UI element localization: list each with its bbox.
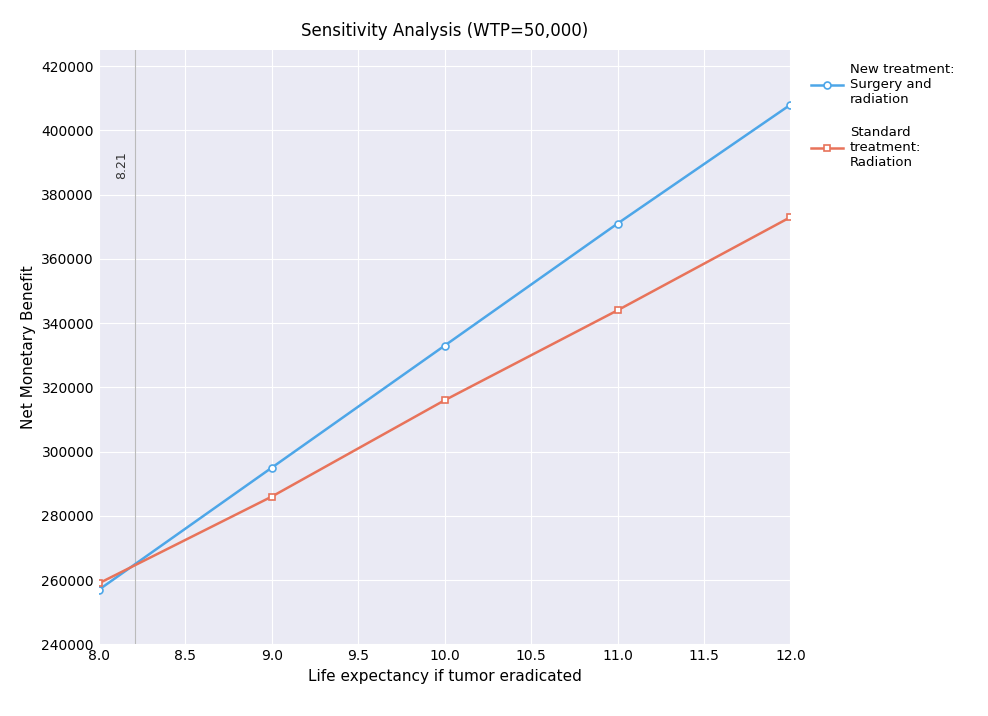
Title: Sensitivity Analysis (WTP=50,000): Sensitivity Analysis (WTP=50,000) — [301, 22, 588, 40]
Legend: New treatment:
Surgery and
radiation, Standard
treatment:
Radiation: New treatment: Surgery and radiation, St… — [804, 57, 961, 175]
Text: 8.21: 8.21 — [116, 151, 128, 179]
Standard
treatment:
Radiation — [439, 396, 451, 405]
Y-axis label: Net Monetary Benefit: Net Monetary Benefit — [21, 266, 36, 429]
New treatment:
Surgery and
radiation — [784, 100, 796, 109]
Standard
treatment:
Radiation — [93, 579, 105, 588]
New treatment:
Surgery and
radiation — [439, 342, 451, 350]
Standard
treatment:
Radiation — [784, 213, 796, 221]
Standard
treatment:
Radiation — [612, 306, 623, 314]
Standard
treatment:
Radiation — [266, 493, 278, 501]
Line: New treatment:
Surgery and
radiation: New treatment: Surgery and radiation — [95, 101, 794, 594]
Line: Standard
treatment:
Radiation: Standard treatment: Radiation — [95, 213, 794, 587]
New treatment:
Surgery and
radiation — [93, 586, 105, 594]
New treatment:
Surgery and
radiation — [266, 463, 278, 472]
X-axis label: Life expectancy if tumor eradicated: Life expectancy if tumor eradicated — [307, 669, 582, 684]
New treatment:
Surgery and
radiation — [612, 219, 623, 228]
